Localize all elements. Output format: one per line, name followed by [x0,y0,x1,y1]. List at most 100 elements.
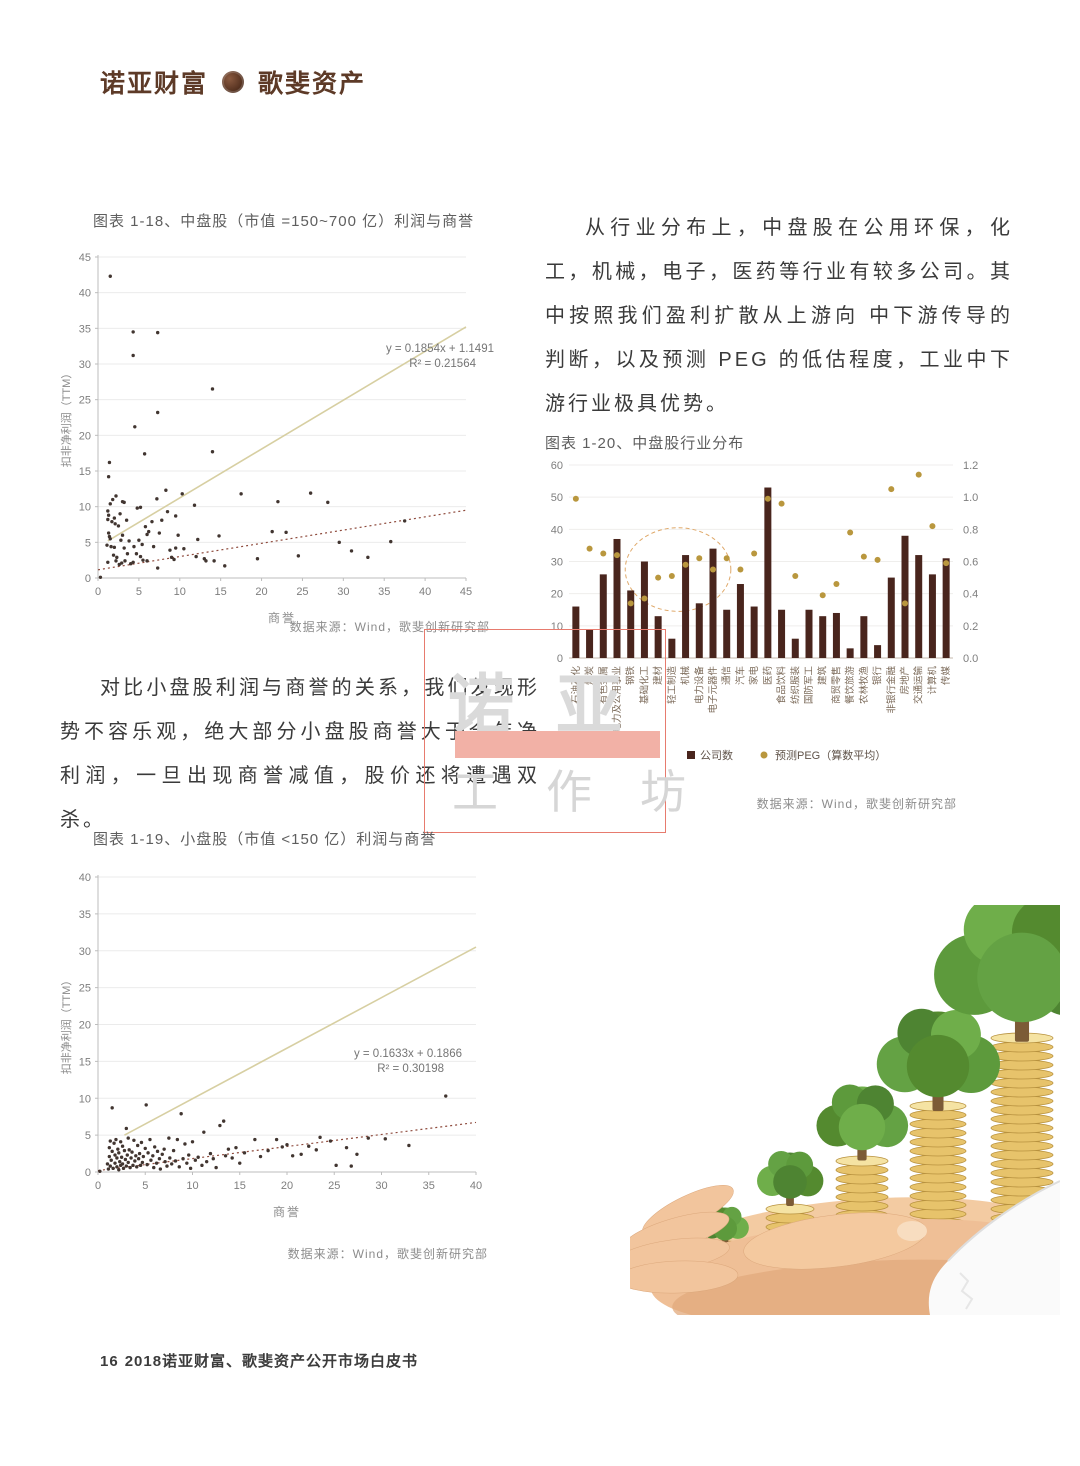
svg-text:40: 40 [79,288,91,300]
svg-text:R² = 0.21564: R² = 0.21564 [409,358,476,370]
figure-1-19-title: 图表 1-19、小盘股（市值 <150 亿）利润与商誉 [93,831,437,848]
figure-1-20-source: 数据来源：Wind，歌斐创新研究部 [756,797,957,811]
footer-page-line: 16 2018诺亚财富、歌斐资产公开市场白皮书 [100,1350,424,1371]
svg-text:15: 15 [79,1056,91,1068]
svg-text:有色金属: 有色金属 [597,666,609,704]
header-brand: 诺亚财富 歌斐资产 [100,62,366,102]
footer-page-number: 16 [100,1353,119,1370]
svg-text:R² = 0.30198: R² = 0.30198 [377,1063,444,1075]
svg-text:非银行金融: 非银行金融 [885,666,897,714]
svg-text:0.6: 0.6 [963,557,978,569]
svg-text:35: 35 [423,1180,435,1192]
svg-text:5: 5 [142,1180,148,1192]
svg-text:0.8: 0.8 [963,524,978,536]
svg-text:10: 10 [174,586,186,598]
svg-text:10: 10 [186,1180,198,1192]
svg-text:交通运输: 交通运输 [913,666,925,705]
paragraph-smallcap-goodwill: 对比小盘股利润与商誉的关系，我们发现形势不容乐观，绝大部分小盘股商誉大于全年净利… [60,677,540,831]
svg-text:扣非净利润（TTM）: 扣非净利润（TTM） [59,975,73,1075]
figure-1-19-source: 数据来源：Wind，歌斐创新研究部 [287,1247,488,1261]
paragraph-industry-distribution: 从行业分布上，中盘股在公用环保，化工，机械，电子，医药等行业有较多公司。其中按照… [545,217,1013,415]
svg-text:建筑: 建筑 [817,666,829,686]
svg-text:0: 0 [557,653,563,665]
brand-logo-icon [222,71,245,93]
svg-text:40: 40 [551,524,563,536]
svg-text:0: 0 [85,1167,91,1179]
svg-text:石油石化: 石油石化 [570,666,582,705]
svg-text:45: 45 [79,252,91,264]
svg-text:农林牧渔: 农林牧渔 [858,666,870,705]
svg-text:0.4: 0.4 [963,589,978,601]
svg-text:20: 20 [551,589,563,601]
svg-text:计算机: 计算机 [926,666,938,695]
svg-text:银行: 银行 [872,666,884,686]
watermark-red-box [424,629,666,833]
svg-text:25: 25 [296,586,308,598]
svg-text:20: 20 [79,430,91,442]
svg-text:1.2: 1.2 [963,460,978,472]
scatter-chart-midcap: 0 5 10 15 20 25 30 35 40 45 0 5 10 15 20 25 30 35 40 45 y = … [59,252,494,625]
svg-text:通信: 通信 [721,666,733,685]
svg-text:纺织服装: 纺织服装 [789,666,801,705]
svg-text:40: 40 [79,872,91,884]
svg-text:45: 45 [460,586,472,598]
svg-text:医药: 医药 [763,666,774,685]
footer-title: 2018诺亚财富、歌斐资产公开市场白皮书 [124,1353,419,1370]
svg-text:食品饮料: 食品饮料 [776,666,788,705]
svg-text:0: 0 [95,1180,101,1192]
watermark-text-top: 诺亚 [448,668,664,742]
svg-text:传媒: 传媒 [940,666,952,686]
money-tree-hand-illustration [630,905,1060,1315]
svg-text:15: 15 [79,466,91,478]
svg-text:5: 5 [136,586,142,598]
figure-1-18: 图表 1-18、中盘股（市值 =150~700 亿）利润与商誉 0 5 10 15 20… [58,210,520,646]
svg-text:5: 5 [85,1130,91,1142]
svg-text:20: 20 [79,1020,91,1032]
svg-text:国防军工: 国防军工 [803,666,815,705]
svg-text:25: 25 [328,1180,340,1192]
svg-text:汽车: 汽车 [734,666,746,685]
svg-text:餐饮旅游: 餐饮旅游 [844,666,856,705]
svg-text:房地产: 房地产 [899,666,911,695]
svg-text:35: 35 [378,586,390,598]
figure-1-19: 图表 1-19、小盘股（市值 <150 亿）利润与商誉 0 5 10 15 20 25 30… [58,828,520,1273]
svg-text:0.0: 0.0 [963,653,978,665]
brand-right-text: 歌斐资产 [258,70,367,98]
figure-1-18-source: 数据来源：Wind，歌斐创新研究部 [289,620,490,634]
svg-text:0: 0 [95,586,101,598]
figure-1-20: 图表 1-20、中盘股行业分布 0 10 20 30 40 50 60 0.0 0.2 0.4 0.… [545,432,1015,824]
svg-text:商誉: 商誉 [268,610,296,625]
svg-text:35: 35 [79,909,91,921]
svg-text:15: 15 [215,586,227,598]
svg-text:10: 10 [79,1093,91,1105]
svg-text:电力设备: 电力设备 [693,666,705,705]
svg-text:30: 30 [551,557,563,569]
figure-1-18-title: 图表 1-18、中盘股（市值 =150~700 亿）利润与商誉 [93,213,475,230]
svg-text:25: 25 [79,395,91,407]
svg-text:40: 40 [419,586,431,598]
svg-text:10: 10 [79,502,91,514]
svg-text:机械: 机械 [680,666,692,686]
svg-text:扣非净利润（TTM）: 扣非净利润（TTM） [59,368,73,468]
brand-left-text: 诺亚财富 [100,70,209,98]
svg-text:预测PEG（算数平均）: 预测PEG（算数平均） [775,748,886,762]
svg-text:建材: 建材 [652,666,664,686]
svg-text:家电: 家电 [748,666,760,686]
svg-text:轻工制造: 轻工制造 [666,666,678,705]
svg-text:30: 30 [375,1180,387,1192]
svg-text:60: 60 [551,460,563,472]
svg-text:30: 30 [79,946,91,958]
svg-text:20: 20 [281,1180,293,1192]
svg-text:商贸零售: 商贸零售 [830,666,842,704]
svg-text:1.0: 1.0 [963,492,978,504]
svg-text:电力及公用事业: 电力及公用事业 [611,666,623,733]
svg-text:钢铁: 钢铁 [625,666,637,686]
scatter-chart-smallcap: 0 5 10 15 20 25 30 35 40 0 5 10 15 20 25 30 35 40 y = 0.16… [59,872,482,1219]
svg-text:5: 5 [85,537,91,549]
svg-text:15: 15 [234,1180,246,1192]
svg-text:基础化工: 基础化工 [638,666,650,705]
svg-text:0.2: 0.2 [963,621,978,633]
svg-text:商誉: 商誉 [273,1204,301,1219]
